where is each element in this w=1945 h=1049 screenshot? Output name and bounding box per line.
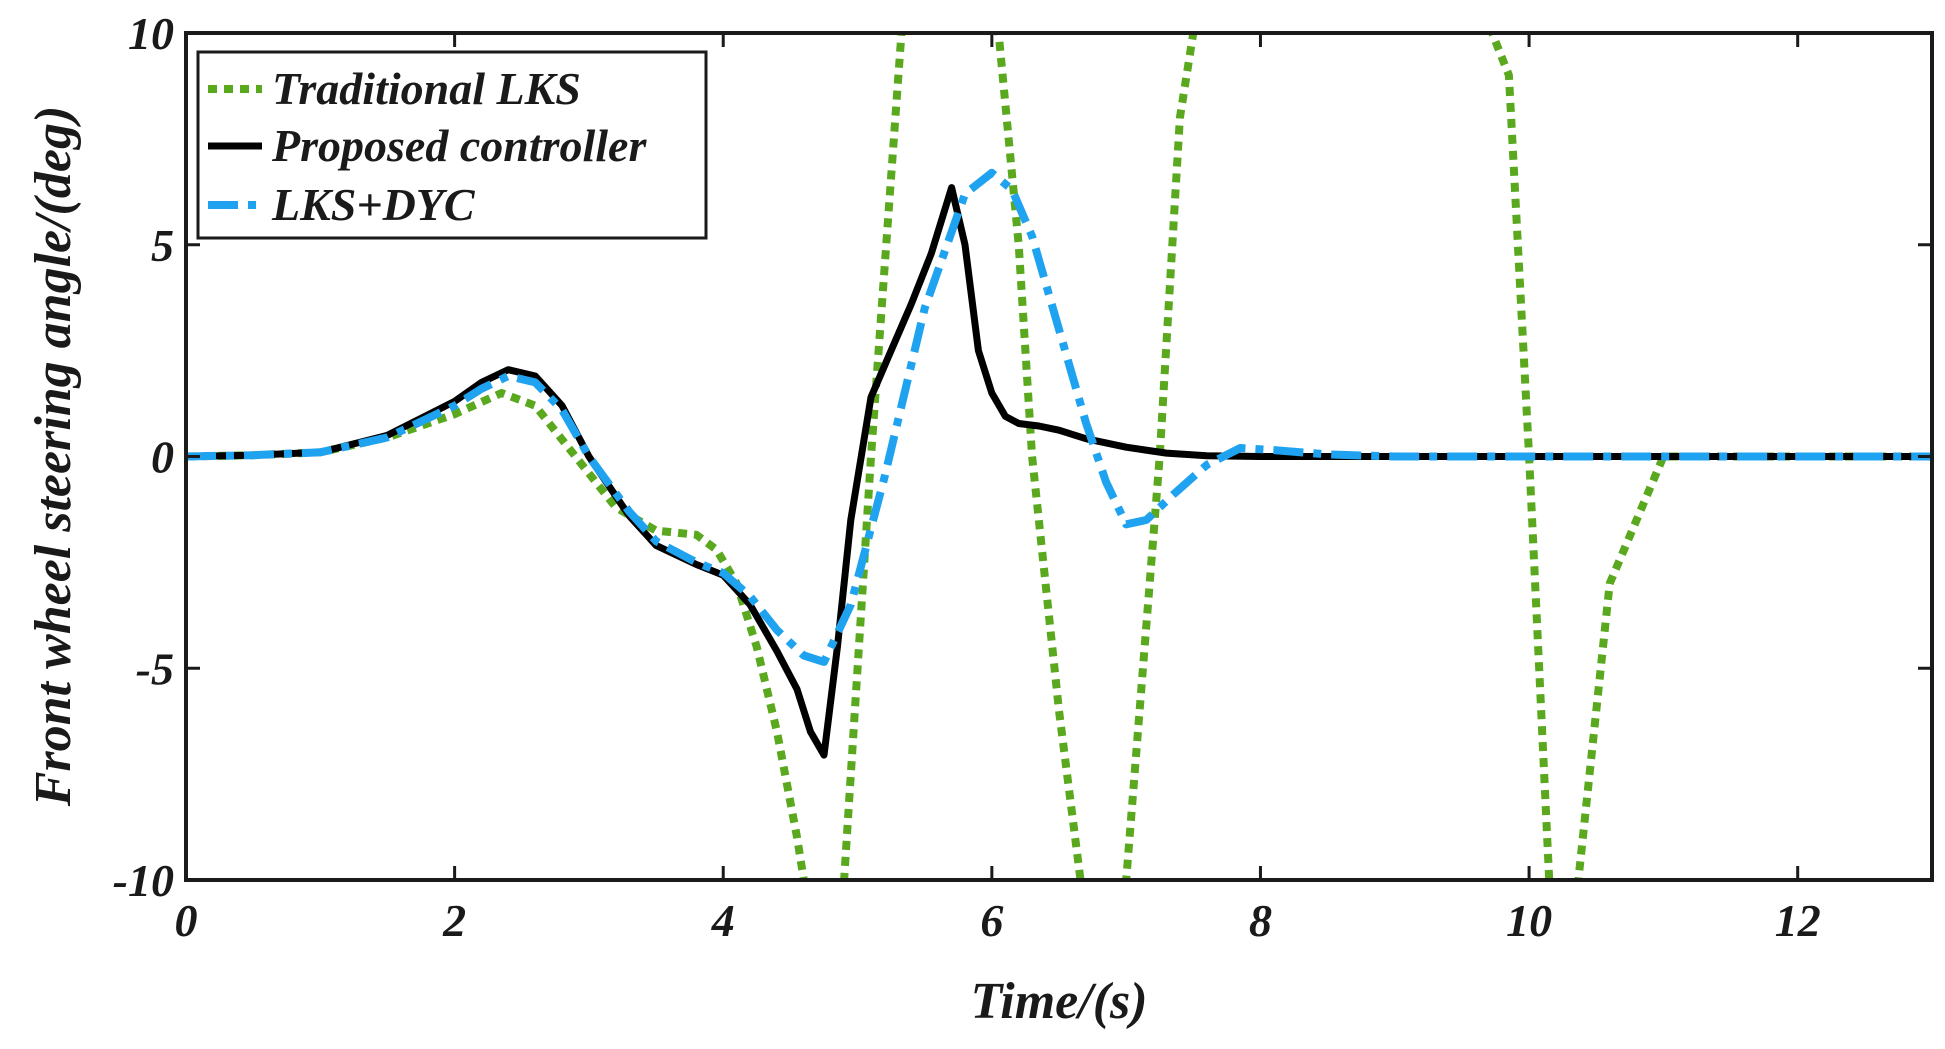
y-tick-label-10: 10	[128, 8, 174, 59]
series-line-proposed-controller	[186, 184, 1932, 759]
series-layer	[186, 33, 1932, 880]
y-axis-ticks: -10 -5 0 5 10	[113, 8, 1932, 906]
x-tick-label-0: 0	[175, 895, 198, 946]
y-axis-label: Front wheel steering angle/(deg)	[25, 106, 82, 808]
x-axis-ticks: 0 2 4 6 8 10 12	[175, 33, 1821, 946]
legend-label-traditional-lks: Traditional LKS	[272, 63, 581, 114]
x-tick-label-12: 12	[1775, 895, 1821, 946]
y-tick-label--5: -5	[136, 643, 174, 694]
x-tick-label-6: 6	[980, 895, 1003, 946]
x-tick-label-2: 2	[442, 895, 466, 946]
y-tick-label-0: 0	[151, 432, 174, 483]
x-axis-label: Time/(s)	[970, 973, 1147, 1030]
x-tick-label-8: 8	[1249, 895, 1272, 946]
legend-item-proposed-controller: Proposed controller	[208, 120, 647, 171]
y-tick-label-5: 5	[151, 220, 174, 271]
x-tick-label-10: 10	[1506, 895, 1552, 946]
x-tick-label-4: 4	[711, 895, 735, 946]
legend-label-proposed-controller: Proposed controller	[271, 120, 647, 171]
y-tick-label--10: -10	[113, 855, 174, 906]
series-line-lks-dyc	[186, 168, 1932, 666]
legend-box	[196, 50, 708, 240]
legend-item-traditional-lks: Traditional LKS	[208, 63, 581, 114]
legend-item-lks-dyc: LKS+DYC	[208, 179, 476, 230]
legend: Traditional LKS Proposed controller LKS+…	[196, 50, 708, 240]
legend-label-lks-dyc: LKS+DYC	[271, 179, 476, 230]
